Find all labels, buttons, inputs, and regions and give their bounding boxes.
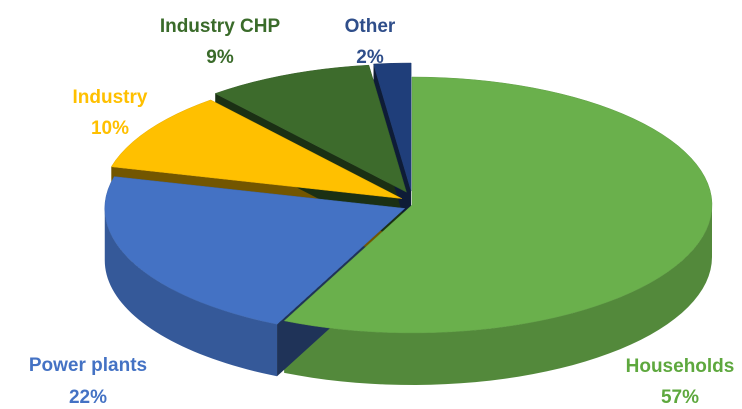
labels: Households 57% Power plants 22% Industry 10% I… (29, 16, 734, 408)
slice (214, 64, 407, 193)
slice-label: Industry (73, 87, 148, 108)
slice (104, 176, 406, 325)
slice-value-label: 2% (356, 47, 384, 68)
slice (373, 62, 412, 192)
slice-value-label: 22% (69, 387, 107, 408)
slice-label: Households (626, 356, 735, 377)
slice-value-label: 10% (91, 118, 129, 139)
slice-value-label: 57% (661, 387, 699, 408)
slice-label: Other (345, 16, 396, 37)
slice-label: Power plants (29, 355, 147, 376)
slice-side (104, 208, 278, 377)
slice-value-label: 9% (206, 47, 234, 68)
slice-side (284, 205, 712, 385)
slice (110, 99, 402, 199)
slice (283, 76, 713, 334)
pie-tops (104, 62, 713, 334)
slice-label: Industry CHP (160, 16, 281, 37)
